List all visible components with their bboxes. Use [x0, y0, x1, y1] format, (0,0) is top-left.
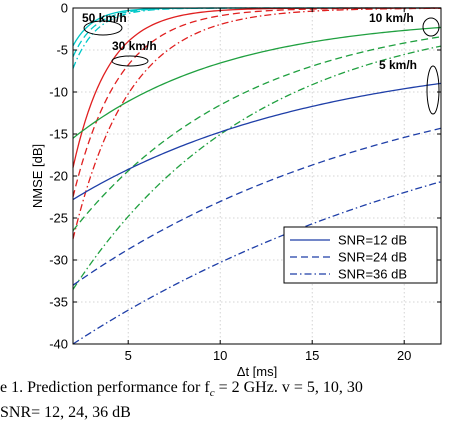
y-tick-label: -40 — [49, 337, 68, 352]
speed-annotations: 50 km/h30 km/h10 km/h5 km/h — [82, 11, 440, 115]
speed-label: 30 km/h — [112, 39, 157, 53]
x-tick-label: 5 — [125, 348, 132, 363]
speed-group-ellipse — [83, 20, 123, 36]
y-tick-label: -35 — [49, 295, 68, 310]
series-line — [72, 127, 442, 286]
figure-caption: e 1. Prediction performance for fc = 2 G… — [0, 378, 474, 422]
caption-line-2: SNR= 12, 24, 36 dB — [0, 403, 474, 422]
nmse-chart: 5 10 15 200-5-10-15-20-25-30-35-40 50 km/h3… — [30, 1, 442, 378]
speed-label: 10 km/h — [369, 11, 414, 25]
speed-group-ellipse — [111, 55, 149, 67]
y-tick-label: -20 — [49, 169, 68, 184]
y-tick-label: -25 — [49, 211, 68, 226]
x-tick-label: 10 — [213, 348, 227, 363]
caption-line-1: e 1. Prediction performance for fc = 2 G… — [0, 378, 474, 403]
caption-text-1: e 1. Prediction performance for f — [0, 379, 210, 396]
series-line — [72, 36, 442, 232]
legend-label: SNR=24 dB — [338, 250, 407, 265]
speed-group-ellipse — [426, 65, 440, 115]
legend-label: SNR=12 dB — [338, 233, 407, 248]
caption-text-2: SNR= 12, 24, 36 dB — [0, 404, 131, 422]
x-tick-label: 20 — [397, 348, 411, 363]
y-tick-label: -15 — [49, 127, 68, 142]
y-axis-label: NMSE [dB] — [30, 144, 45, 208]
x-tick-label: 15 — [305, 348, 319, 363]
y-tick-label: -30 — [49, 253, 68, 268]
caption-subscript: c — [209, 387, 215, 400]
y-tick-label: -10 — [49, 85, 68, 100]
y-tick-label: 0 — [61, 1, 68, 16]
series-line — [72, 26, 442, 139]
x-axis-label: Δt [ms] — [237, 364, 277, 378]
speed-label: 5 km/h — [379, 58, 417, 72]
tick-labels: 5 10 15 20 0 -5 -10 -15 -20 -25 -30 -35 -40 — [49, 1, 411, 364]
series-line — [72, 82, 442, 201]
y-tick-label: -5 — [56, 43, 68, 58]
plot-frame — [72, 7, 442, 345]
caption-text-1b: = 2 GHz. v = 5, 10, 30 — [214, 379, 363, 396]
series-line — [72, 181, 442, 345]
legend: SNR=12 dB SNR=24 dB SNR=36 dB — [283, 226, 438, 284]
speed-group-ellipse — [422, 17, 440, 37]
legend-label: SNR=36 dB — [338, 267, 407, 282]
